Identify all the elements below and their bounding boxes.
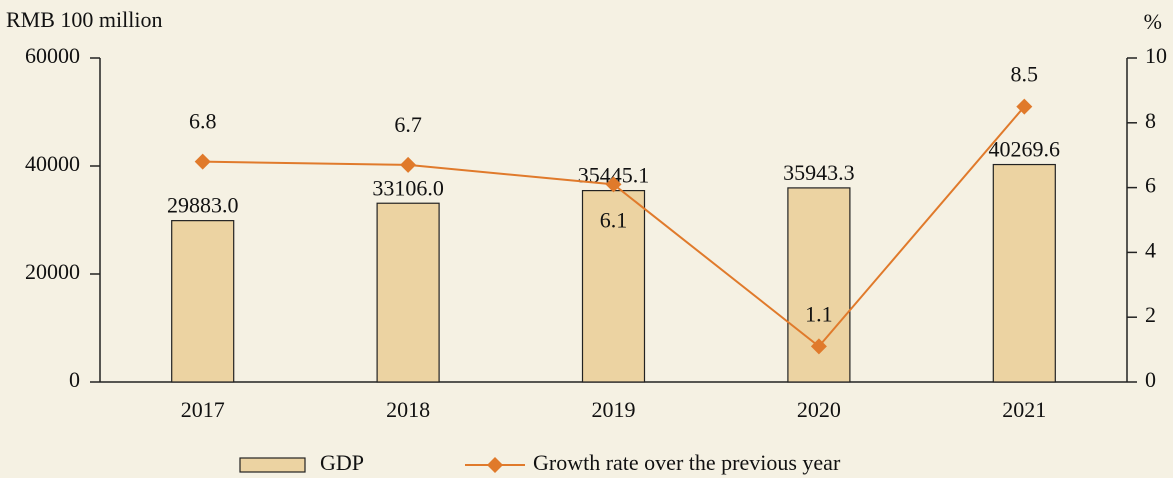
line-marker — [605, 176, 622, 193]
y-tick-label: 60000 — [25, 43, 80, 68]
line-value-label: 6.8 — [189, 109, 217, 134]
x-tick-label: 2018 — [386, 397, 430, 422]
line-value-label: 1.1 — [805, 301, 833, 326]
y-axis-label: RMB 100 million — [6, 7, 162, 32]
bar — [581, 189, 646, 383]
legend-label: Growth rate over the previous year — [533, 450, 841, 475]
y-tick-label: 20000 — [25, 259, 80, 284]
bar-value-label: 40269.6 — [989, 137, 1061, 162]
y2-tick-label: 10 — [1145, 43, 1167, 68]
line-marker — [194, 153, 211, 170]
legend-marker — [487, 457, 503, 473]
line-value-label: 8.5 — [1011, 62, 1039, 87]
y2-tick-label: 6 — [1145, 173, 1156, 198]
y2-axis-label: % — [1144, 9, 1162, 34]
legend-label: GDP — [320, 450, 364, 475]
line-marker — [810, 338, 827, 355]
line-marker — [400, 156, 417, 173]
y-tick-label: 0 — [69, 367, 80, 392]
bar — [171, 220, 235, 383]
line-value-label: 6.7 — [394, 112, 422, 137]
bar-value-label: 33106.0 — [372, 175, 444, 200]
y2-tick-label: 0 — [1145, 367, 1156, 392]
bar-value-label: 29883.0 — [167, 193, 239, 218]
line-value-label: 6.1 — [600, 207, 628, 232]
y2-tick-label: 2 — [1145, 302, 1156, 327]
y2-tick-label: 8 — [1145, 108, 1156, 133]
x-tick-label: 2021 — [1002, 397, 1046, 422]
bar — [376, 202, 440, 383]
x-tick-label: 2019 — [592, 397, 636, 422]
y-tick-label: 40000 — [25, 151, 80, 176]
x-tick-label: 2017 — [181, 397, 225, 422]
line-marker — [1016, 98, 1033, 115]
bar-value-label: 35943.3 — [783, 160, 855, 185]
y2-tick-label: 4 — [1145, 237, 1156, 262]
x-tick-label: 2020 — [797, 397, 841, 422]
bar — [992, 163, 1056, 383]
legend-swatch — [239, 457, 306, 473]
